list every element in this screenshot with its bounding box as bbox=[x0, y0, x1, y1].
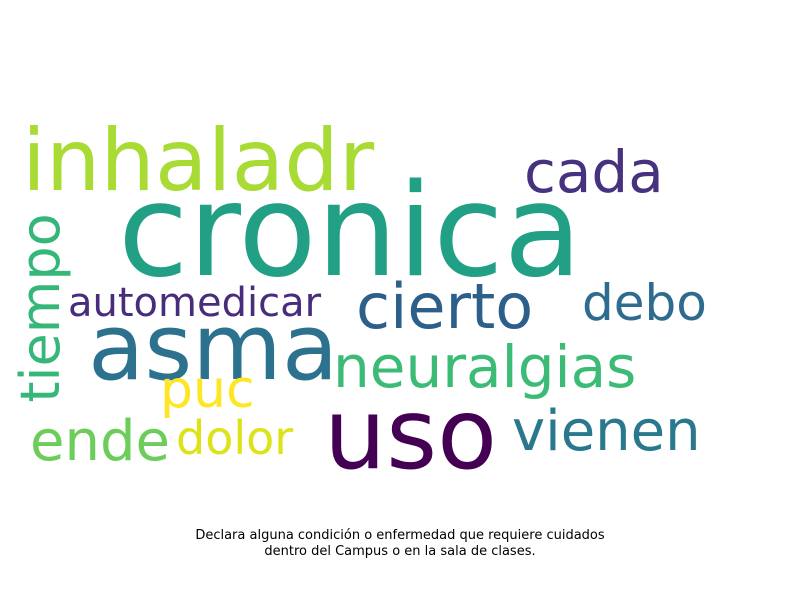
word-neuralgias: neuralgias bbox=[333, 333, 637, 401]
word-vienen: vienen bbox=[512, 399, 701, 464]
word-tiempo: tiempo bbox=[9, 213, 72, 403]
word-automedicar: automedicar bbox=[68, 280, 322, 326]
caption-line-2: dentro del Campus o en la sala de clases… bbox=[264, 544, 536, 559]
figure-caption: Declara alguna condición o enfermedad qu… bbox=[0, 528, 800, 560]
word-dolor: dolor bbox=[176, 411, 294, 465]
word-ende: ende bbox=[30, 409, 170, 474]
word-debo: debo bbox=[582, 274, 707, 332]
word-cierto: cierto bbox=[356, 270, 534, 343]
word-puc: puc bbox=[160, 360, 255, 420]
word-cronica: cronica bbox=[118, 157, 582, 306]
word-asma: asma bbox=[88, 294, 339, 401]
word-cada: cada bbox=[524, 138, 664, 206]
caption-line-1: Declara alguna condición o enfermedad qu… bbox=[195, 528, 605, 543]
word-uso: uso bbox=[324, 378, 498, 492]
word-inhalador: inhaladr bbox=[22, 111, 375, 211]
